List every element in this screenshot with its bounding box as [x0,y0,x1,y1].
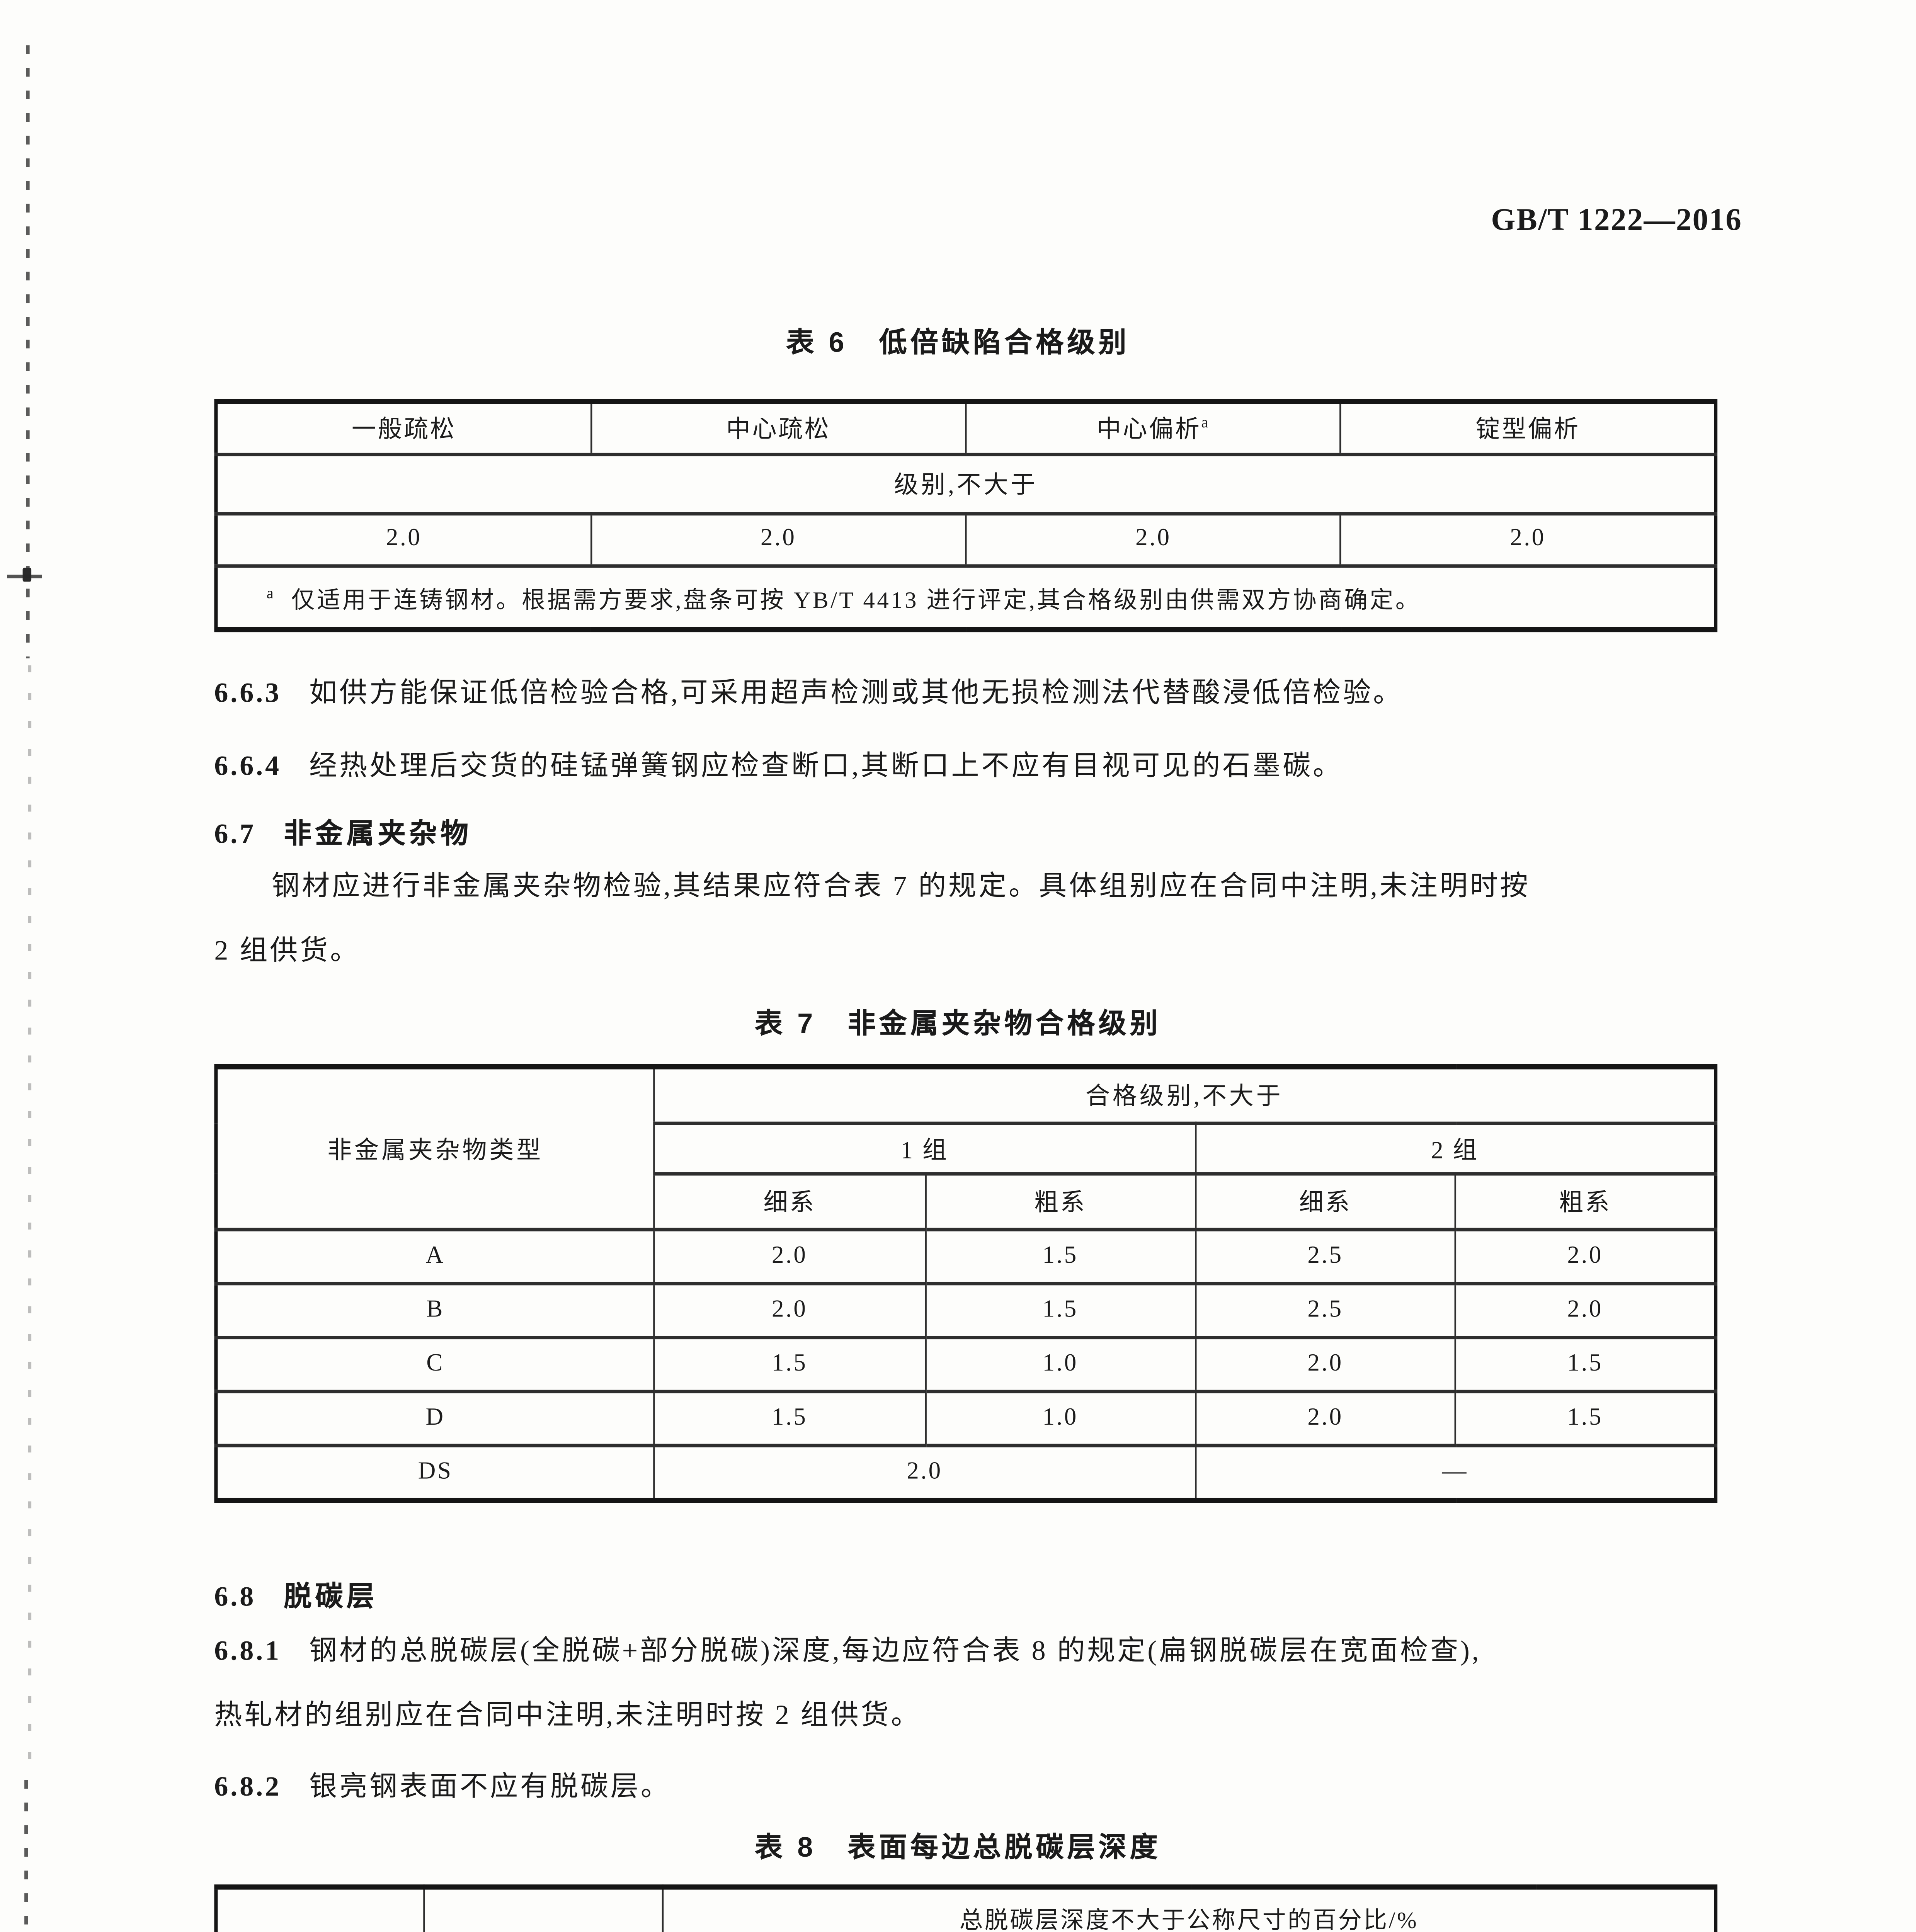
clause-6-7-paragraph: 钢材应进行非金属夹杂物检验,其结果应符合表 7 的规定。具体组别应在合同中注明,… [214,855,1729,984]
table6-col-general-porosity: 一般疏松 [215,400,592,456]
table6-footnote: a 仅适用于连铸钢材。根据需方要求,盘条可按 YB/T 4413 进行评定,其合格… [215,564,1717,631]
scan-artifact [24,1780,28,1932]
standard-code: GB/T 1222—2016 [1491,202,1742,237]
table6-col-center-porosity: 中心疏松 [590,400,967,456]
inclusion-type: C [215,1336,655,1393]
table7-nonmetallic-inclusions: 非金属夹杂物类型 合格级别,不大于 1 组 2 组 细系 粗系 细系 粗系 A … [214,1064,1718,1503]
scan-artifact [28,665,32,1763]
table7-row-A: A 2.0 1.5 2.5 2.0 [215,1228,1717,1286]
table7-top-header: 合格级别,不大于 [653,1065,1717,1125]
table6-criteria-cell: 级别,不大于 [215,452,1717,516]
inclusion-type: B [215,1282,655,1340]
table8-header-row1: 牌号 公称尺寸(直径、 边长或厚度) mm 总脱碳层深度不大于公称尺寸的百分比/… [215,1885,1717,1932]
table7-group2-header: 2 组 [1194,1121,1717,1176]
table-cell: 2.0 [1194,1336,1457,1393]
table-cell: 2.0 [1194,1389,1457,1447]
table-cell: 2.0 [653,1282,926,1340]
table6-low-magnification-defects: 一般疏松 中心疏松 中心偏析a 锭型偏析 级别,不大于 2.0 2.0 2.0 … [214,399,1718,633]
table-cell: 1.5 [653,1336,926,1393]
table6-header-row: 一般疏松 中心疏松 中心偏析a 锭型偏析 [215,400,1717,456]
table8-title: 表 8 表面每边总脱碳层深度 [755,1834,1161,1864]
table7-header-row2: 1 组 2 组 [216,1121,1717,1176]
table-cell: 2.5 [1194,1282,1457,1340]
table-cell: 1.5 [653,1389,926,1447]
table8-decarburization-depth: 牌号 公称尺寸(直径、 边长或厚度) mm 总脱碳层深度不大于公称尺寸的百分比/… [214,1884,1718,1932]
paragraph-line: 热轧材的组别应在合同中注明,未注明时按 2 组供货。 [214,1701,921,1731]
scan-artifact [26,45,30,658]
table8-top-header: 总脱碳层深度不大于公称尺寸的百分比/% [662,1885,1717,1932]
table7-row-B: B 2.0 1.5 2.5 2.0 [215,1282,1717,1340]
paragraph-line: 钢材应进行非金属夹杂物检验,其结果应符合表 7 的规定。具体组别应在合同中注明,… [272,872,1530,902]
clause-6-8-heading: 6.8 脱碳层 [214,1573,1729,1625]
inclusion-type: A [215,1228,655,1286]
table6-col-center-segregation: 中心偏析a [965,400,1342,456]
clause-number: 6.8 [214,1583,256,1613]
table6-values-row: 2.0 2.0 2.0 2.0 [215,512,1717,568]
table7-row-C: C 1.5 1.0 2.0 1.5 [215,1336,1717,1393]
table7-row-D: D 1.5 1.0 2.0 1.5 [215,1389,1717,1447]
table-cell: 2.0 [1454,1228,1717,1286]
table-cell: 1.0 [924,1336,1196,1393]
footnote-ref-mark: a [1201,413,1210,431]
clause-6-7-heading: 6.7 非金属夹杂物 [214,810,1729,862]
inclusion-type: D [215,1389,655,1447]
paragraph-line: 2 组供货。 [214,937,361,967]
table6-col-ingot-segregation: 锭型偏析 [1340,400,1717,456]
table-cell: 1.5 [924,1228,1196,1286]
table6-value: 2.0 [1340,512,1717,568]
clause-text: 如供方能保证低倍检验合格,可采用超声检测或其他无损检测法代替酸浸低倍检验。 [309,679,1404,709]
clause-number: 6.6.4 [214,752,281,782]
clause-number: 6.8.2 [214,1773,281,1803]
inclusion-type: DS [215,1444,655,1502]
scan-artifact [7,575,42,578]
table7-type-header: 非金属夹杂物类型 [215,1065,655,1231]
clause-6-6-4: 6.6.4 经热处理后交货的硅锰弹簧钢应检查断口,其断口上不应有目视可见的石墨碳。 [214,742,1729,794]
table-cell: 1.5 [1454,1336,1717,1393]
clause-title: 脱碳层 [284,1583,378,1613]
table7-title: 表 7 非金属夹杂物合格级别 [755,1010,1161,1040]
clause-6-8-1: 6.8.1 钢材的总脱碳层(全脱碳+部分脱碳)深度,每边应符合表 8 的规定(扁钢… [214,1620,1729,1749]
table-cell: 2.0 [1454,1282,1717,1340]
clause-6-8-2: 6.8.2 银亮钢表面不应有脱碳层。 [214,1762,1729,1815]
table-cell: 1.5 [924,1282,1196,1340]
table-cell: 1.5 [1454,1389,1717,1447]
table6-title: 表 6 低倍缺陷合格级别 [786,329,1130,359]
clause-number: 6.6.3 [214,679,281,709]
table-cell: 2.5 [1194,1228,1457,1286]
table7-series-header: 粗系 [1454,1172,1717,1231]
table8-grade-header: 牌号 [215,1885,425,1932]
table7-header-row3: 细系 粗系 细系 粗系 [216,1172,1717,1231]
table7-row-DS: DS 2.0 — [215,1444,1717,1502]
footnote-text: 仅适用于连铸钢材。根据需方要求,盘条可按 YB/T 4413 进行评定,其合格级… [291,587,1421,613]
table8-size-header: 公称尺寸(直径、 边长或厚度) mm [424,1885,664,1932]
clause-text: 银亮钢表面不应有脱碳层。 [309,1773,671,1803]
table7-series-header: 粗系 [924,1172,1196,1231]
table-cell: 1.0 [924,1389,1196,1447]
footnote-marker: a [266,584,276,602]
table-cell: 2.0 [653,1444,1196,1502]
clause-6-6-3: 6.6.3 如供方能保证低倍检验合格,可采用超声检测或其他无损检测法代替酸浸低倍检… [214,669,1729,721]
table6-value: 2.0 [590,512,967,568]
table7-header-row1: 非金属夹杂物类型 合格级别,不大于 [215,1065,1717,1231]
table7-series-header: 细系 [1194,1172,1457,1231]
paragraph-line: 6.8.1 钢材的总脱碳层(全脱碳+部分脱碳)深度,每边应符合表 8 的规定(扁钢… [214,1620,1729,1684]
clause-text: 钢材的总脱碳层(全脱碳+部分脱碳)深度,每边应符合表 8 的规定(扁钢脱碳层在宽… [309,1637,1481,1667]
table6-value: 2.0 [965,512,1342,568]
table7-series-header: 细系 [653,1172,926,1231]
clause-text: 经热处理后交货的硅锰弹簧钢应检查断口,其断口上不应有目视可见的石墨碳。 [309,752,1343,782]
clause-title: 非金属夹杂物 [284,820,472,850]
clause-number: 6.8.1 [214,1637,281,1667]
clause-number: 6.7 [214,820,256,850]
table-cell: — [1194,1444,1717,1502]
table6-criteria-row: 级别,不大于 [215,452,1717,516]
table7-group1-header: 1 组 [653,1121,1196,1176]
table6-footnote-row: a 仅适用于连铸钢材。根据需方要求,盘条可按 YB/T 4413 进行评定,其合格… [215,564,1717,631]
table-cell: 2.0 [653,1228,926,1286]
table6-value: 2.0 [215,512,592,568]
